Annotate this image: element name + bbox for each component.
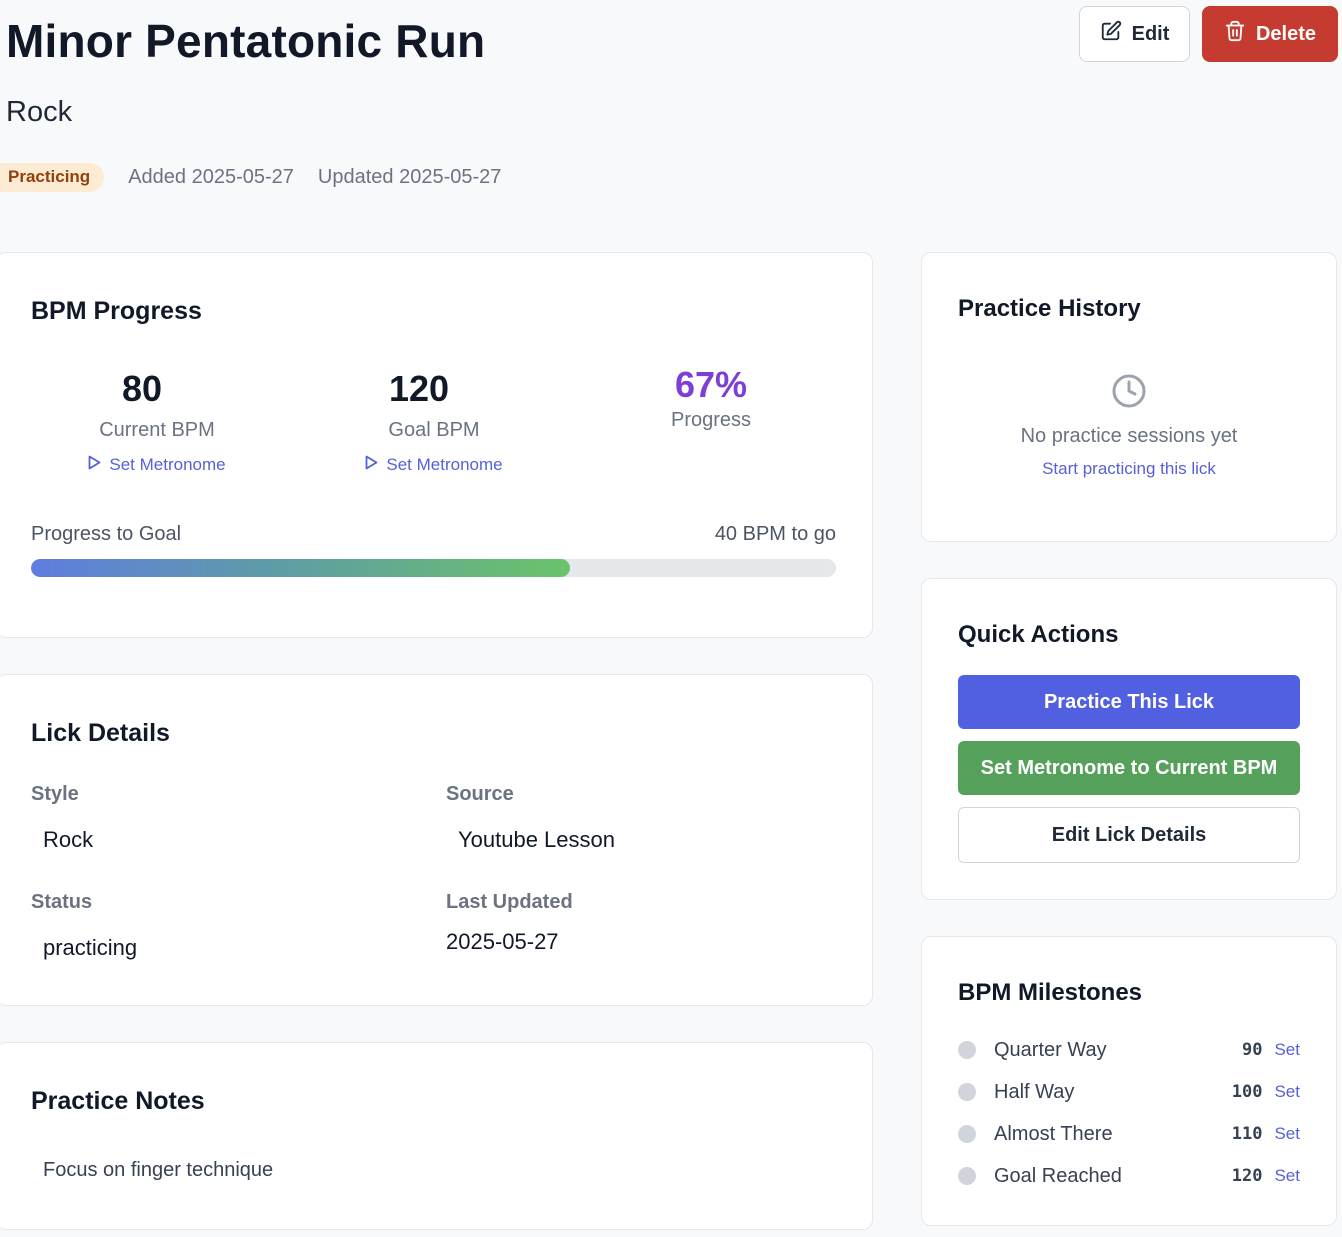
- page-subtitle: Rock: [6, 96, 73, 128]
- edit-button[interactable]: Edit: [1079, 6, 1190, 62]
- goal-set-metronome-link[interactable]: Set Metronome: [334, 455, 534, 475]
- current-bpm-value: 80: [121, 368, 163, 409]
- source-label: Source: [446, 783, 514, 805]
- milestone-name: Quarter Way: [994, 1038, 1107, 1061]
- milestone-name: Goal Reached: [994, 1164, 1122, 1187]
- goal-bpm-label: Goal BPM: [388, 419, 480, 441]
- bpm-milestones-title: BPM Milestones: [958, 979, 1143, 1006]
- trash-icon: [1224, 20, 1246, 48]
- bpm-progress-title: BPM Progress: [31, 297, 202, 325]
- no-sessions-text: No practice sessions yet: [1020, 425, 1238, 447]
- start-practicing-link[interactable]: Start practicing this lick: [1042, 459, 1216, 478]
- circle-dot-icon: [958, 1167, 976, 1185]
- goal-bpm-value: 120: [388, 368, 450, 409]
- set-metronome-label: Set Metronome: [386, 455, 503, 474]
- milestone-set-link[interactable]: Set: [1274, 1166, 1300, 1185]
- play-outline-icon: [88, 455, 101, 475]
- page-title: Minor Pentatonic Run: [6, 15, 486, 67]
- progress-to-goal-row: Progress to Goal 40 BPM to go: [31, 523, 836, 546]
- circle-dot-icon: [958, 1125, 976, 1143]
- source-value: Youtube Lesson: [458, 827, 615, 852]
- quick-actions-title: Quick Actions: [958, 621, 1119, 648]
- milestone-set-link[interactable]: Set: [1274, 1040, 1300, 1059]
- milestone-row: Half Way 100 Set: [958, 1077, 1300, 1107]
- progress-label: Progress: [670, 409, 752, 431]
- last-updated-value: 2025-05-27: [446, 929, 559, 954]
- practice-notes-card: Practice Notes Focus on finger technique: [0, 1042, 873, 1230]
- milestone-name: Almost There: [994, 1122, 1113, 1145]
- set-metronome-label: Set Metronome: [109, 455, 226, 474]
- goal-bpm-stat: 120 Goal BPM Set Metronome: [334, 371, 534, 475]
- lick-details-card: Lick Details Style Rock Source Youtube L…: [0, 674, 873, 1006]
- milestone-row: Quarter Way 90 Set: [958, 1035, 1300, 1065]
- edit-button-label: Edit: [1131, 22, 1170, 45]
- current-bpm-stat: 80 Current BPM Set Metronome: [57, 371, 257, 475]
- set-metronome-current-button[interactable]: Set Metronome to Current BPM: [958, 741, 1300, 795]
- milestone-bpm: 90: [1241, 1040, 1263, 1060]
- pencil-square-icon: [1100, 20, 1122, 48]
- status-badge: Practicing: [0, 162, 105, 192]
- quick-actions-card: Quick Actions Practice This Lick Set Met…: [921, 578, 1337, 900]
- progress-bar-fill: [31, 559, 571, 577]
- bpm-remaining: 40 BPM to go: [714, 523, 836, 545]
- play-outline-icon: [365, 455, 378, 475]
- updated-date: Updated 2025-05-27: [317, 165, 502, 188]
- progress-to-goal-label: Progress to Goal: [31, 523, 182, 545]
- milestone-bpm: 100: [1231, 1082, 1263, 1102]
- progress-stat: 67% Progress: [611, 367, 811, 432]
- circle-dot-icon: [958, 1041, 976, 1059]
- milestone-row: Goal Reached 120 Set: [958, 1161, 1300, 1191]
- delete-button[interactable]: Delete: [1202, 6, 1338, 62]
- milestone-set-link[interactable]: Set: [1274, 1124, 1300, 1143]
- practice-notes-title: Practice Notes: [31, 1087, 205, 1115]
- practice-notes-text: Focus on finger technique: [43, 1159, 274, 1181]
- status-value: practicing: [43, 935, 138, 960]
- added-date: Added 2025-05-27: [128, 165, 294, 188]
- practice-history-card: Practice History No practice sessions ye…: [921, 252, 1337, 542]
- last-updated-label: Last Updated: [446, 891, 573, 913]
- bpm-progress-card: BPM Progress 80 Current BPM Set Metronom…: [0, 252, 873, 638]
- milestone-name: Half Way: [994, 1080, 1075, 1103]
- milestone-set-link[interactable]: Set: [1274, 1082, 1300, 1101]
- progress-bar: [31, 559, 836, 577]
- practice-this-lick-button[interactable]: Practice This Lick: [958, 675, 1300, 729]
- current-bpm-label: Current BPM: [99, 419, 215, 441]
- circle-dot-icon: [958, 1083, 976, 1101]
- milestone-bpm: 120: [1231, 1166, 1263, 1186]
- bpm-milestones-card: BPM Milestones Quarter Way 90 Set Half W…: [921, 936, 1337, 1226]
- current-set-metronome-link[interactable]: Set Metronome: [57, 455, 257, 475]
- milestone-row: Almost There 110 Set: [958, 1119, 1300, 1149]
- practice-history-title: Practice History: [958, 295, 1141, 322]
- edit-lick-details-button[interactable]: Edit Lick Details: [958, 807, 1300, 863]
- style-value: Rock: [43, 827, 94, 852]
- meta-row: Practicing Added 2025-05-27 Updated 2025…: [0, 162, 501, 192]
- lick-details-title: Lick Details: [31, 719, 170, 747]
- style-label: Style: [31, 783, 79, 805]
- delete-button-label: Delete: [1255, 22, 1317, 45]
- progress-percent: 67%: [674, 364, 748, 405]
- status-label: Status: [31, 891, 93, 913]
- milestone-bpm: 110: [1231, 1124, 1263, 1144]
- clock-icon: [1111, 373, 1147, 414]
